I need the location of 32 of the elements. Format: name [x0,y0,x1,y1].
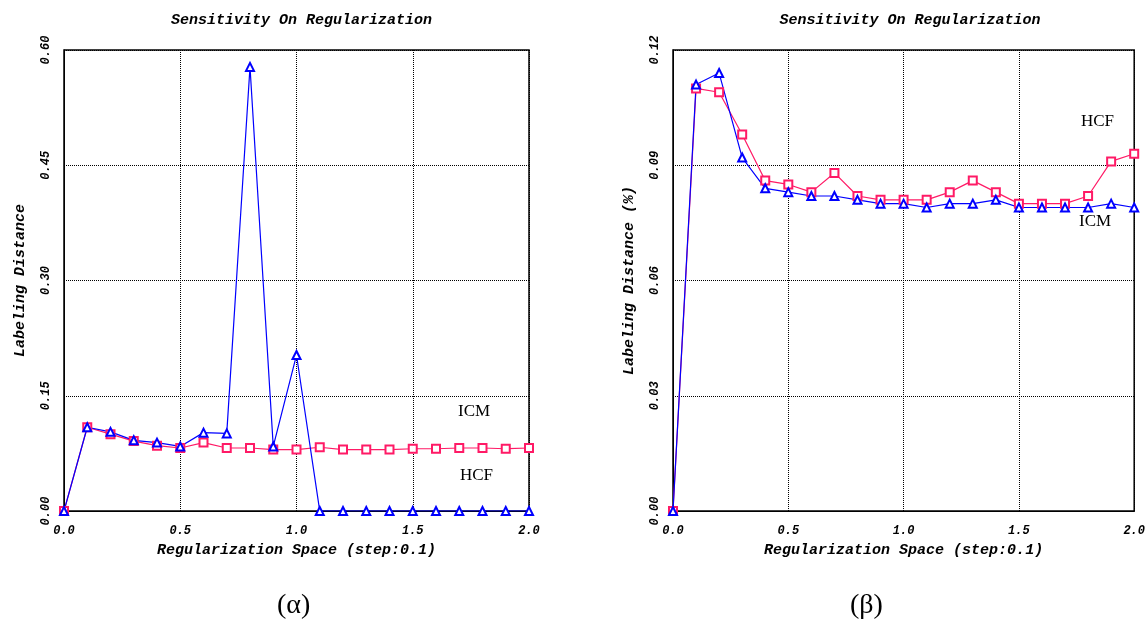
x-tick-label: 2.0 [1123,524,1145,538]
x-tick-label: 0.5 [169,524,192,538]
y-tick-label: 0.45 [39,150,53,180]
text: (β) [850,587,883,619]
annotation: ICM [1079,211,1112,230]
chart-title: Sensitivity On Regularization [170,12,433,29]
y-tick-label: 0.15 [39,380,53,411]
x-axis-title: Regularization Space (step:0.1) [156,542,437,559]
y-tick-label: 0.03 [648,381,662,411]
y-tick-label: 0.00 [648,496,662,526]
y-axis-title: Labeling Distance [12,203,29,358]
y-axis-title: Labeling Distance (%) [621,185,638,376]
y-tick-label: 0.06 [648,266,662,295]
y-tick-label: 0.00 [39,496,53,526]
x-tick-label: 1.0 [285,524,308,538]
x-tick-label: 2.0 [518,524,540,538]
y-tick-label: 0.09 [648,150,662,180]
annotation: ICM [458,401,491,420]
y-tick-label: 0.12 [648,35,662,65]
x-tick-label: 0.5 [777,524,800,538]
x-tick-label: 0.0 [662,524,684,538]
annotation: HCF [1081,111,1115,130]
x-tick-label: 1.0 [892,524,915,538]
x-tick-label: 1.5 [401,524,425,538]
y-tick-label: 0.60 [39,35,53,65]
y-tick-label: 0.30 [39,266,53,295]
x-tick-label: 1.5 [1008,524,1031,538]
text: (α) [277,587,311,619]
annotation: HCF [460,465,494,484]
chart-title: Sensitivity On Regularization [779,12,1041,29]
x-axis-title: Regularization Space (step:0.1) [764,542,1044,559]
x-tick-label: 0.0 [53,524,75,538]
